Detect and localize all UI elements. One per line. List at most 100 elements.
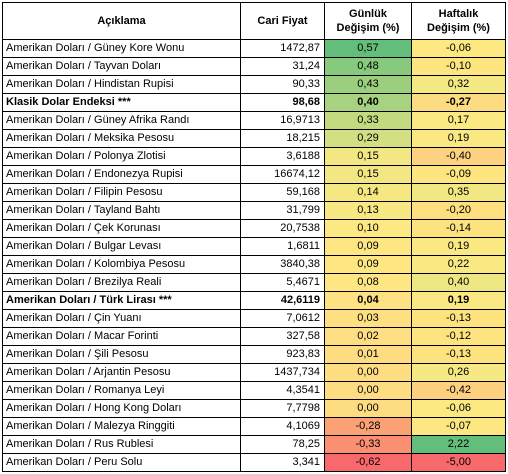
row-daily-change-cell: 0,00 <box>324 381 412 400</box>
row-daily-change-cell: 0,04 <box>324 291 412 310</box>
row-price-cell: 59,168 <box>240 183 325 202</box>
row-name-cell: Amerikan Doları / Endonezya Rupisi <box>2 165 241 184</box>
row-price-cell: 42,6119 <box>240 291 325 310</box>
row-weekly-change-cell: -0,07 <box>411 417 506 436</box>
row-price-cell: 3840,38 <box>240 255 325 274</box>
row-weekly-change-cell: -0,13 <box>411 345 506 364</box>
row-name-cell: Amerikan Doları / Meksika Pesosu <box>2 129 241 148</box>
row-weekly-change-cell: 0,40 <box>411 273 506 292</box>
row-price-cell: 16674,12 <box>240 165 325 184</box>
row-daily-change-cell: 0,57 <box>324 39 412 58</box>
row-weekly-change-cell: 0,19 <box>411 129 506 148</box>
header-name: Açıklama <box>2 2 241 40</box>
row-name-cell: Amerikan Doları / Çin Yuanı <box>2 309 241 328</box>
row-name-cell: Amerikan Doları / Rus Rublesi <box>2 435 241 454</box>
table-row: Amerikan Doları / Tayland Bahtı 31,799 0,1… <box>2 201 506 220</box>
row-price-cell: 7,7798 <box>240 399 325 418</box>
table-row: Amerikan Doları / Güney Kore Wonu 1472,87… <box>2 39 506 58</box>
row-name-cell: Amerikan Doları / Arjantin Pesosu <box>2 363 241 382</box>
row-price-cell: 1,6811 <box>240 237 325 256</box>
row-weekly-change-cell: -0,12 <box>411 327 506 346</box>
table-row: Amerikan Doları / Güney Afrika Randı 16,9… <box>2 111 506 130</box>
row-weekly-change-cell: -0,06 <box>411 39 506 58</box>
table-row: Amerikan Doları / Brezilya Reali 5,4671 0,… <box>2 273 506 292</box>
row-name-cell: Amerikan Doları / Türk Lirası *** <box>2 291 241 310</box>
row-weekly-change-cell: -0,13 <box>411 309 506 328</box>
table-row: Amerikan Doları / Türk Lirası *** 42,6119… <box>2 291 506 310</box>
table-row: Amerikan Doları / Meksika Pesosu 18,215 0,… <box>2 129 506 148</box>
row-weekly-change-cell: 2,22 <box>411 435 506 454</box>
row-name-cell: Amerikan Doları / Hong Kong Doları <box>2 399 241 418</box>
row-name-cell: Amerikan Doları / Polonya Zlotisi <box>2 147 241 166</box>
row-weekly-change-cell: -0,27 <box>411 93 506 112</box>
row-price-cell: 5,4671 <box>240 273 325 292</box>
row-name-cell: Amerikan Doları / Filipin Pesosu <box>2 183 241 202</box>
row-price-cell: 31,24 <box>240 57 325 76</box>
row-name-cell: Klasik Dolar Endeksi *** <box>2 93 241 112</box>
table-row: Amerikan Doları / Hindistan Rupisi 90,33 0… <box>2 75 506 94</box>
row-price-cell: 18,215 <box>240 129 325 148</box>
row-weekly-change-cell: 0,19 <box>411 291 506 310</box>
row-price-cell: 3,6188 <box>240 147 325 166</box>
row-price-cell: 3,341 <box>240 453 325 472</box>
row-name-cell: Amerikan Doları / Peru Solu <box>2 453 241 472</box>
row-price-cell: 4,1069 <box>240 417 325 436</box>
row-daily-change-cell: 0,14 <box>324 183 412 202</box>
row-name-cell: Amerikan Doları / Tayvan Doları <box>2 57 241 76</box>
row-name-cell: Amerikan Doları / Güney Kore Wonu <box>2 39 241 58</box>
row-weekly-change-cell: -0,20 <box>411 201 506 220</box>
header-daily-line1: Günlük <box>349 8 387 20</box>
row-daily-change-cell: 0,00 <box>324 363 412 382</box>
table-row: Amerikan Doları / Hong Kong Doları 7,7798… <box>2 399 506 418</box>
row-name-cell: Amerikan Doları / Güney Afrika Randı <box>2 111 241 130</box>
row-weekly-change-cell: -0,06 <box>411 399 506 418</box>
row-weekly-change-cell: -0,42 <box>411 381 506 400</box>
table-row: Amerikan Doları / Peru Solu 3,341 -0,62 -5,… <box>2 453 506 472</box>
row-daily-change-cell: 0,08 <box>324 273 412 292</box>
row-price-cell: 1437,734 <box>240 363 325 382</box>
row-price-cell: 16,9713 <box>240 111 325 130</box>
row-weekly-change-cell: -0,40 <box>411 147 506 166</box>
row-price-cell: 4,3541 <box>240 381 325 400</box>
row-weekly-change-cell: -0,10 <box>411 57 506 76</box>
row-price-cell: 78,25 <box>240 435 325 454</box>
row-weekly-change-cell: 0,19 <box>411 237 506 256</box>
header-weekly-line1: Haftalık <box>438 8 479 20</box>
header-weekly-change: Haftalık Değişim (%) <box>411 2 506 40</box>
table-row: Amerikan Doları / Kolombiya Pesosu 3840,3… <box>2 255 506 274</box>
table-row: Amerikan Doları / Malezya Ringgiti 4,1069… <box>2 417 506 436</box>
table-row: Amerikan Doları / Çek Korunası 20,7538 0,1… <box>2 219 506 238</box>
row-name-cell: Amerikan Doları / Macar Forinti <box>2 327 241 346</box>
table-row: Amerikan Doları / Romanya Leyi 4,3541 0,00… <box>2 381 506 400</box>
row-price-cell: 1472,87 <box>240 39 325 58</box>
table-row: Amerikan Doları / Şili Pesosu 923,83 0,01-… <box>2 345 506 364</box>
row-name-cell: Amerikan Doları / Brezilya Reali <box>2 273 241 292</box>
row-daily-change-cell: 0,09 <box>324 255 412 274</box>
table-row: Amerikan Doları / Rus Rublesi 78,25 -0,33 2… <box>2 435 506 454</box>
row-daily-change-cell: 0,15 <box>324 147 412 166</box>
row-name-cell: Amerikan Doları / Kolombiya Pesosu <box>2 255 241 274</box>
table-row: Amerikan Doları / Endonezya Rupisi 16674,… <box>2 165 506 184</box>
row-weekly-change-cell: 0,32 <box>411 75 506 94</box>
row-daily-change-cell: 0,01 <box>324 345 412 364</box>
row-name-cell: Amerikan Doları / Bulgar Levası <box>2 237 241 256</box>
row-price-cell: 7,0612 <box>240 309 325 328</box>
table-row: Klasik Dolar Endeksi *** 98,68 0,40 -0,27 <box>2 93 506 112</box>
row-name-cell: Amerikan Doları / Hindistan Rupisi <box>2 75 241 94</box>
table-row: Amerikan Doları / Tayvan Doları 31,24 0,48… <box>2 57 506 76</box>
row-price-cell: 98,68 <box>240 93 325 112</box>
header-row: Açıklama Cari Fiyat Günlük Değişim (%) Ha… <box>2 2 506 40</box>
row-daily-change-cell: 0,03 <box>324 309 412 328</box>
row-daily-change-cell: 0,43 <box>324 75 412 94</box>
header-daily-change: Günlük Değişim (%) <box>324 2 412 40</box>
row-weekly-change-cell: 0,35 <box>411 183 506 202</box>
row-daily-change-cell: 0,10 <box>324 219 412 238</box>
row-daily-change-cell: 0,33 <box>324 111 412 130</box>
row-daily-change-cell: 0,15 <box>324 165 412 184</box>
row-daily-change-cell: -0,33 <box>324 435 412 454</box>
table-row: Amerikan Doları / Çin Yuanı 7,0612 0,03 -0,… <box>2 309 506 328</box>
table-row: Amerikan Doları / Macar Forinti 327,58 0,0… <box>2 327 506 346</box>
header-daily-line2: Değişim (%) <box>336 22 400 34</box>
